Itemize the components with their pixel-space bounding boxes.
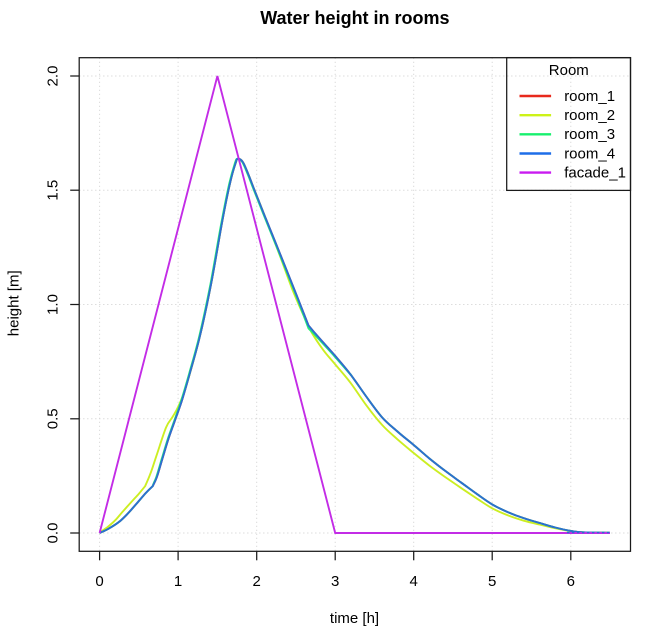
svg-text:room_1: room_1 <box>564 88 615 105</box>
svg-text:height [m]: height [m] <box>6 270 23 336</box>
svg-text:2.0: 2.0 <box>45 66 62 87</box>
svg-text:1.0: 1.0 <box>45 294 62 315</box>
svg-text:Water height in rooms: Water height in rooms <box>260 8 449 28</box>
svg-text:5: 5 <box>488 573 496 590</box>
svg-text:4: 4 <box>410 573 418 590</box>
svg-text:3: 3 <box>331 573 339 590</box>
svg-text:Room: Room <box>549 62 589 79</box>
svg-text:time [h]: time [h] <box>330 610 379 627</box>
svg-text:0.0: 0.0 <box>45 523 62 544</box>
svg-text:6: 6 <box>567 573 575 590</box>
svg-text:2: 2 <box>253 573 261 590</box>
svg-text:0: 0 <box>95 573 103 590</box>
svg-text:1.5: 1.5 <box>45 180 62 201</box>
svg-text:1: 1 <box>174 573 182 590</box>
svg-text:room_4: room_4 <box>564 145 615 162</box>
svg-text:room_3: room_3 <box>564 126 615 143</box>
svg-text:0.5: 0.5 <box>45 408 62 429</box>
svg-text:facade_1: facade_1 <box>564 165 626 182</box>
svg-text:room_2: room_2 <box>564 107 615 124</box>
